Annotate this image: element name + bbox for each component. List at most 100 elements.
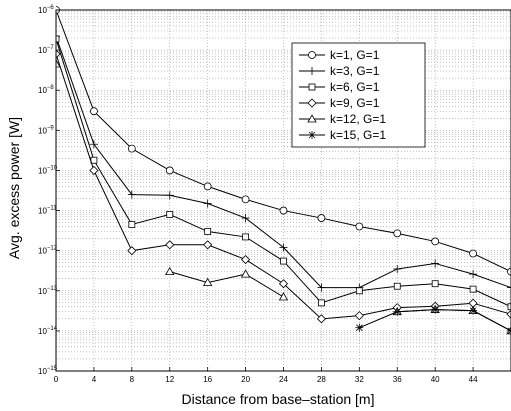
data-point-plus — [317, 283, 326, 292]
data-point-circle — [355, 222, 364, 231]
data-point-plus — [203, 199, 212, 208]
x-tick-label: 20 — [241, 375, 250, 384]
marker-asterisk-d2 — [507, 330, 511, 335]
marker-asterisk-d2 — [469, 307, 477, 314]
marker-triangle — [165, 266, 175, 276]
x-axis-title: Distance from base–station [m] — [182, 391, 375, 407]
y-tick-label: 10−10 — [38, 165, 58, 175]
marker-asterisk-d2 — [393, 308, 401, 316]
data-point-circle — [469, 249, 477, 258]
data-point-circle — [90, 107, 98, 116]
marker-asterisk-d1 — [507, 327, 511, 332]
data-point-square — [355, 287, 363, 295]
y-axis-title: Avg. excess power [W] — [6, 117, 22, 259]
marker-circle — [308, 51, 316, 59]
data-point-square — [242, 233, 249, 241]
legend-label: k=9, G=1 — [330, 96, 380, 110]
x-tick-label: 28 — [317, 375, 326, 384]
data-point-square — [507, 303, 511, 311]
data-point-triangle — [278, 292, 289, 301]
marker-diamond — [354, 311, 364, 321]
marker-circle — [431, 237, 440, 246]
data-point-diamond — [203, 240, 213, 250]
data-point-circle — [308, 51, 316, 59]
series-line — [56, 53, 511, 320]
data-point-plus — [308, 67, 316, 75]
marker-square — [280, 257, 287, 265]
series-line — [397, 309, 511, 332]
data-point-diamond — [278, 279, 289, 289]
data-point-diamond — [56, 49, 61, 59]
data-point-diamond — [89, 165, 99, 176]
marker-square — [469, 285, 477, 293]
data-point-diamond — [165, 240, 175, 250]
legend-label: k=6, G=1 — [330, 80, 380, 94]
series-k-15-g-1 — [355, 305, 511, 335]
marker-circle — [393, 229, 402, 238]
plot-frame — [55, 9, 511, 372]
marker-asterisk-d2 — [356, 324, 363, 331]
data-point-square — [56, 35, 60, 43]
data-point-diamond — [307, 98, 317, 108]
marker-circle — [279, 206, 288, 215]
marker-diamond — [165, 240, 175, 250]
marker-diamond — [203, 240, 213, 250]
legend-entry: k=3, G=1 — [299, 64, 380, 78]
data-point-diamond — [127, 246, 137, 256]
x-tick-label: 16 — [203, 375, 212, 384]
y-tick-label: 10−9 — [38, 125, 54, 135]
data-point-plus — [89, 140, 98, 149]
x-tick-label: 8 — [130, 375, 135, 384]
data-point-circle — [431, 237, 440, 246]
marker-square — [507, 303, 511, 311]
data-point-circle — [165, 166, 174, 175]
data-point-triangle — [240, 269, 251, 278]
marker-asterisk-d2 — [308, 131, 316, 139]
data-point-diamond — [354, 311, 364, 321]
marker-square — [128, 221, 136, 228]
data-point-square — [90, 156, 98, 164]
data-point-triangle — [202, 277, 213, 286]
data-point-circle — [317, 214, 326, 222]
y-tick-label: 10−14 — [38, 326, 58, 336]
x-tick-label: 24 — [279, 375, 288, 384]
marker-triangle — [240, 269, 251, 278]
data-point-plus — [431, 259, 440, 268]
marker-circle — [90, 107, 98, 116]
data-point-diamond — [316, 314, 326, 324]
data-point-plus — [469, 270, 478, 279]
marker-square — [56, 35, 60, 43]
legend-entry: k=6, G=1 — [299, 80, 380, 94]
legend-entry: k=12, G=1 — [299, 112, 386, 126]
data-point-square — [469, 285, 477, 293]
marker-diamond — [127, 246, 137, 256]
marker-square — [166, 211, 174, 218]
marker-square — [204, 228, 212, 235]
data-point-square — [318, 299, 325, 307]
marker-circle — [469, 249, 477, 258]
marker-triangle — [202, 277, 213, 286]
data-point-plus — [165, 191, 174, 200]
data-point-plus — [393, 264, 402, 273]
data-point-square — [393, 282, 401, 290]
legend-entry: k=9, G=1 — [299, 96, 380, 110]
y-tick-label: 10−6 — [38, 5, 54, 15]
data-point-square — [166, 211, 174, 218]
x-tick-label: 36 — [393, 375, 402, 384]
data-point-plus — [507, 283, 511, 292]
marker-circle — [355, 222, 364, 231]
data-point-circle — [203, 182, 212, 191]
data-point-asterisk — [355, 323, 364, 332]
x-tick-label: 0 — [54, 375, 59, 384]
marker-diamond — [241, 254, 251, 265]
data-point-square — [431, 280, 439, 288]
legend-label: k=15, G=1 — [330, 128, 386, 142]
marker-diamond — [89, 165, 99, 176]
marker-circle — [241, 195, 250, 204]
marker-triangle — [56, 59, 61, 68]
data-point-plus — [279, 243, 288, 252]
x-tick-label: 40 — [431, 375, 440, 384]
marker-circle — [127, 144, 136, 153]
data-point-asterisk — [507, 326, 511, 335]
